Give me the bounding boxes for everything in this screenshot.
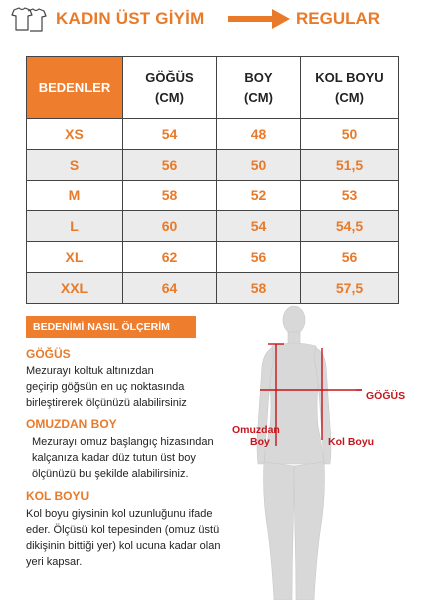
shoulder-line-2: kalçanıza kadar düz tutun üst boy (32, 452, 196, 464)
figure-label-shoulder-1: Omuzdan (232, 424, 280, 436)
cell-length: 48 (216, 118, 301, 150)
table-row: L 60 54 54,5 (26, 210, 399, 243)
cell-chest: 58 (122, 179, 217, 212)
cell-sleeve: 53 (300, 179, 399, 212)
table-row: XL 62 56 56 (26, 241, 399, 273)
header-length-unit: (CM) (244, 89, 273, 105)
sleeve-line-4: yeri kapsar. (26, 556, 83, 568)
arrow-right-icon (228, 9, 290, 29)
table-header-row: BEDENLER GÖĞÜS (CM) BOY (CM) KOL BOYU (CM) (26, 56, 399, 119)
shoulder-section-title: OMUZDAN BOY (26, 417, 117, 431)
table-row: S 56 50 51,5 (26, 148, 399, 181)
shoulder-line-1: Mezurayı omuz başlangıç hizasından (32, 436, 214, 448)
cell-sleeve: 50 (300, 118, 399, 150)
body-figure: GÖĞÜS Omuzdan Boy Kol Boyu (232, 296, 424, 600)
figure-label-shoulder-2: Boy (250, 436, 270, 448)
cell-size: XS (26, 118, 123, 150)
cell-size: L (26, 210, 123, 243)
chest-line-2: geçirip göğsün en uç noktasında (26, 381, 185, 393)
figure-label-sleeve: Kol Boyu (328, 436, 375, 448)
shoulder-line-3: ölçünüzü bu şekilde alabilirsiniz. (32, 468, 189, 480)
table-row: XS 54 48 50 (26, 118, 399, 150)
figure-label-chest: GÖĞÜS (366, 390, 406, 402)
cell-size: XL (26, 241, 123, 273)
cell-sleeve: 51,5 (300, 148, 399, 181)
sleeve-section-title: KOL BOYU (26, 489, 90, 503)
cell-size: M (26, 179, 123, 212)
cell-size: S (26, 148, 123, 181)
measure-guide-heading-label: BEDENİMİ NASIL ÖLÇERİM (33, 321, 170, 333)
chest-line-3: birleştirerek ölçünüzü alabilirsiniz (26, 397, 187, 409)
header-size: BEDENLER (26, 56, 123, 119)
sleeve-line-2: eder. Ölçüsü kol tepesinden (omuz üstü (26, 524, 220, 536)
page-header: KADIN ÜST GİYİM REGULAR (0, 0, 424, 38)
cell-length: 52 (216, 179, 301, 212)
measure-guide-heading: BEDENİMİ NASIL ÖLÇERİM (26, 316, 196, 338)
cell-sleeve: 57,5 (300, 271, 399, 304)
header-size-label: BEDENLER (38, 79, 111, 95)
chest-line-1: Mezurayı koltuk altınızdan (26, 365, 154, 377)
header-title: KADIN ÜST GİYİM (56, 9, 205, 28)
cell-chest: 64 (122, 271, 217, 304)
header-sleeve-label: KOL BOYU (315, 69, 384, 85)
cell-length: 50 (216, 148, 301, 181)
cell-length: 58 (216, 271, 301, 304)
cell-sleeve: 54,5 (300, 210, 399, 243)
header-length: BOY (CM) (216, 56, 301, 119)
table-row: M 58 52 53 (26, 179, 399, 212)
fit-type: REGULAR (296, 9, 381, 28)
cell-chest: 56 (122, 148, 217, 181)
cell-length: 56 (216, 241, 301, 273)
header-chest: GÖĞÜS (CM) (122, 56, 217, 119)
header-sleeve: KOL BOYU (CM) (300, 56, 399, 119)
female-silhouette-icon (256, 305, 362, 600)
cell-sleeve: 56 (300, 241, 399, 273)
table-row: XXL 64 58 57,5 (26, 271, 399, 304)
size-chart-table: BEDENLER GÖĞÜS (CM) BOY (CM) KOL BOYU (CM) … (26, 56, 399, 304)
header-length-label: BOY (244, 69, 273, 85)
shirt-outline-icon (11, 7, 47, 32)
header-chest-unit: (CM) (155, 89, 184, 105)
cell-chest: 60 (122, 210, 217, 243)
sleeve-line-3: dikişinin bittiği yer) kol ucuna kadar o… (26, 540, 221, 552)
header-chest-label: GÖĞÜS (145, 69, 194, 85)
cell-size: XXL (26, 271, 123, 304)
chest-section-title: GÖĞÜS (26, 347, 71, 361)
cell-chest: 62 (122, 241, 217, 273)
header-sleeve-unit: (CM) (335, 89, 364, 105)
cell-length: 54 (216, 210, 301, 243)
sleeve-line-1: Kol boyu giysinin kol uzunluğunu ifade (26, 508, 213, 520)
cell-chest: 54 (122, 118, 217, 150)
